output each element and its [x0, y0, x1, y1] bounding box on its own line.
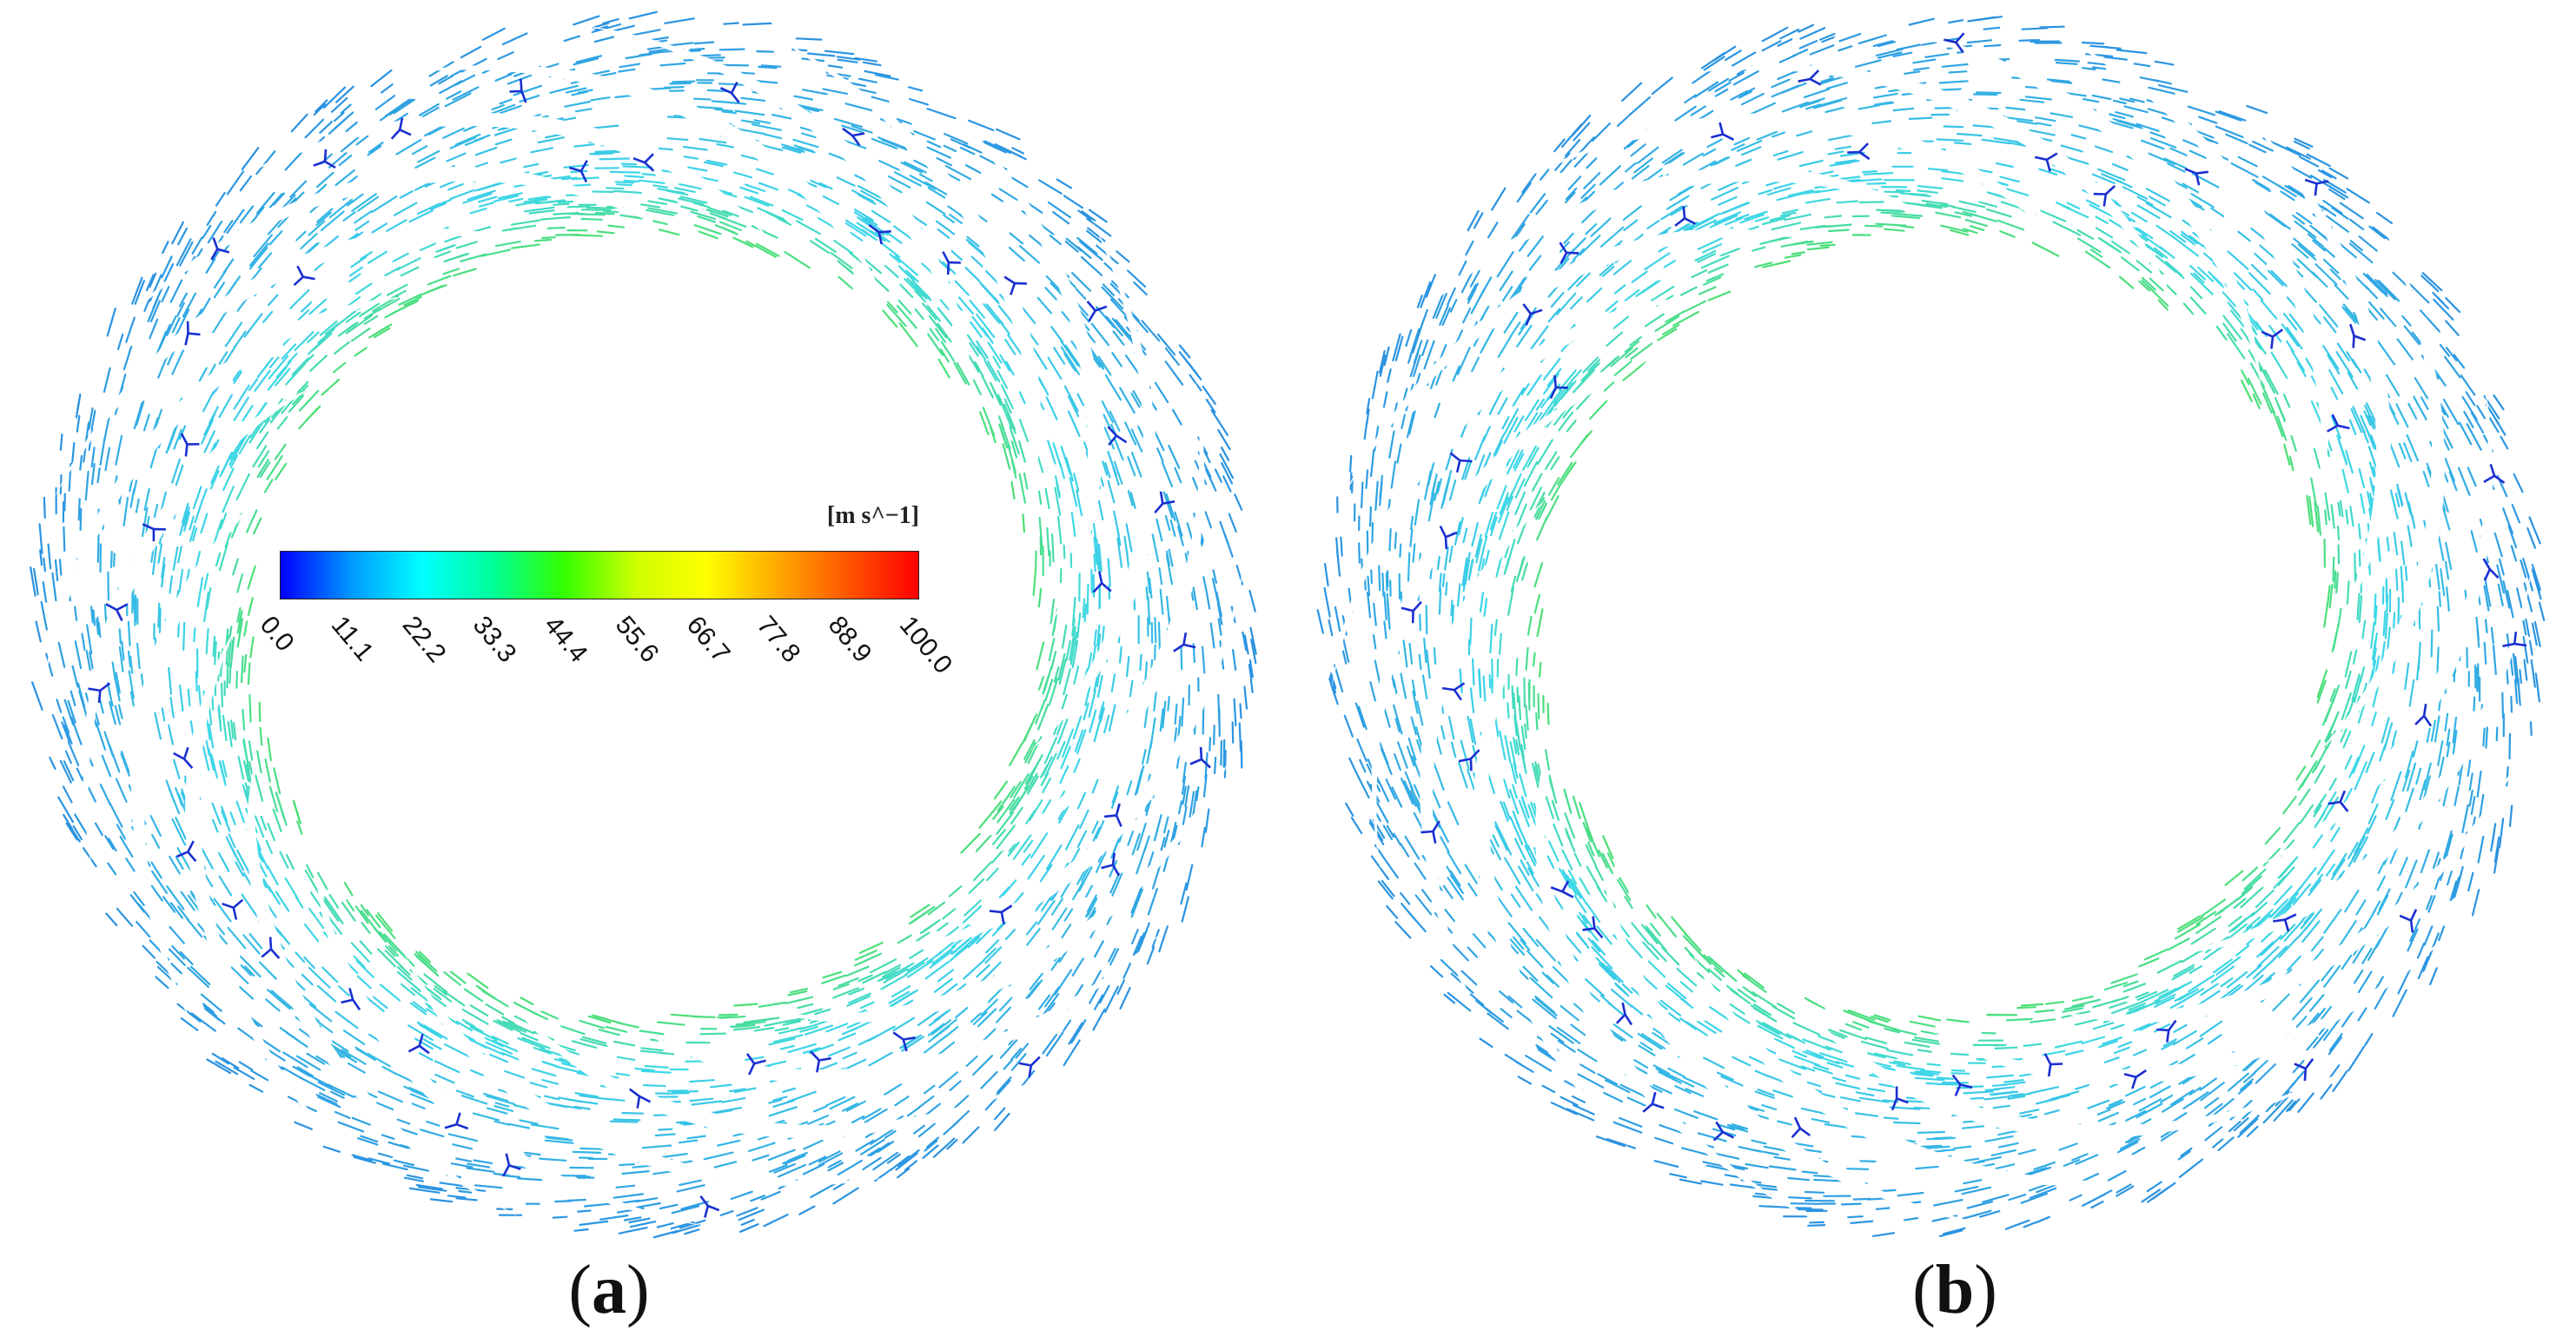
panel-b	[1288, 0, 2576, 1344]
colorbar-legend: [m s^−1] 0.0 11.1 22.2 33.3 44.4 55.6 66.7 77.8…	[255, 502, 958, 711]
guide-vane	[944, 101, 1103, 626]
guide-vane	[518, 1012, 1050, 1138]
guide-vane	[51, 228, 519, 502]
guide-vanes	[1331, 24, 2533, 1227]
colorbar-tick-label: 77.8	[752, 611, 806, 668]
colorbar-tick-label: 33.3	[467, 611, 522, 668]
guide-vane	[972, 378, 1205, 865]
guide-vane	[644, 926, 1169, 1084]
colorbar-tick-label: 88.9	[822, 611, 877, 668]
guide-vane	[237, 113, 770, 239]
guide-vane	[1806, 1012, 2339, 1138]
guide-vane	[579, 24, 973, 387]
guide-vane	[2233, 101, 2391, 626]
vortex-markers	[88, 78, 1211, 1218]
guide-vane	[1685, 64, 2172, 297]
guide-vanes	[43, 24, 1245, 1227]
caption-b-label: b	[1935, 1252, 1975, 1328]
guide-vane	[1331, 296, 1693, 691]
guide-vane	[1030, 219, 1156, 751]
guide-vane	[83, 386, 315, 873]
colorbar-tick-label: 44.4	[538, 611, 593, 668]
guide-vane	[1603, 864, 1997, 1227]
guide-vane	[2057, 749, 2525, 1023]
guide-vane	[2056, 33, 2329, 500]
guide-vane	[131, 500, 257, 1032]
guide-vane	[404, 954, 891, 1187]
runner-hole	[255, 236, 1033, 1015]
guide-vane	[1692, 954, 2180, 1187]
colorbar-tick-label: 11.1	[325, 611, 379, 667]
guide-vane	[1535, 751, 1809, 1218]
colorbar-tick-label: 66.7	[680, 611, 736, 668]
guide-vane	[1420, 500, 1546, 1032]
guide-vane	[247, 751, 520, 1218]
guide-vane	[43, 296, 405, 691]
guide-vane	[2319, 219, 2445, 751]
guide-vane	[769, 749, 1236, 1023]
guide-vane	[119, 167, 645, 325]
guide-vane	[883, 560, 1245, 955]
guide-vane	[1473, 626, 1632, 1150]
colorbar-tick-label: 55.6	[609, 611, 665, 668]
runner-hole	[1543, 236, 2321, 1015]
panel-a: [m s^−1] 0.0 11.1 22.2 33.3 44.4 55.6 66.7 77.8…	[30, 10, 1257, 1239]
guide-vane	[1340, 228, 1807, 502]
colorbar-tick-label: 22.2	[396, 611, 452, 668]
guide-vane	[1371, 386, 1604, 873]
caption-a: (a)	[568, 1252, 650, 1328]
guide-vane	[2171, 560, 2533, 955]
vortex-markers	[1401, 32, 2527, 1142]
velocity-vector-plot-b	[1316, 16, 2546, 1238]
guide-vane	[396, 64, 884, 297]
guide-vane	[315, 864, 709, 1227]
colorbar-unit: [m s^−1]	[826, 502, 919, 529]
flow-streaks	[30, 10, 1257, 1239]
guide-vane	[2261, 378, 2493, 865]
guide-vane	[1526, 113, 2058, 239]
guide-vane	[767, 33, 1041, 500]
guide-vane	[1407, 167, 1932, 325]
guide-vane	[185, 626, 343, 1150]
caption-a-label: a	[592, 1252, 626, 1328]
caption-b: (b)	[1912, 1252, 1997, 1328]
guide-vane	[1867, 24, 2261, 387]
guide-vane	[1932, 926, 2457, 1084]
velocity-vector-plot-a	[30, 10, 1257, 1239]
colorbar-gradient	[280, 551, 919, 599]
